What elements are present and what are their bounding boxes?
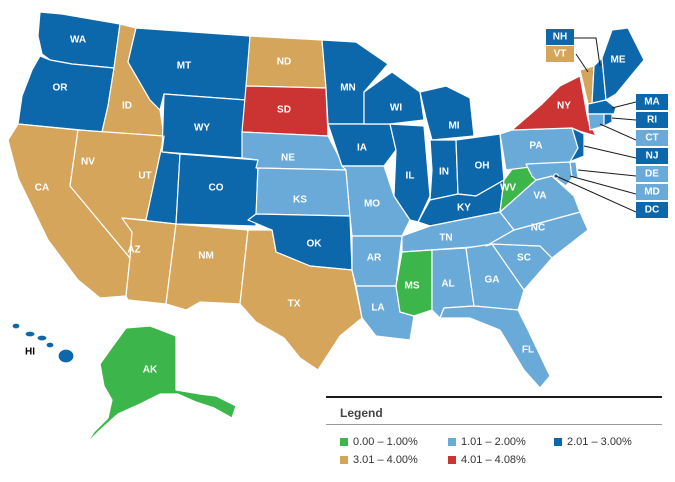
- legend-label-1: 1.01 – 2.00%: [461, 436, 526, 448]
- label-nj: NJ: [646, 151, 659, 162]
- legend-label-3: 3.01 – 4.00%: [353, 454, 418, 466]
- label-id: ID: [122, 101, 132, 112]
- state-ri[interactable]: [603, 113, 613, 127]
- state-ma[interactable]: [587, 99, 617, 115]
- label-ia: IA: [357, 143, 367, 154]
- callout-box-nj: [636, 148, 668, 164]
- label-nd: ND: [277, 57, 291, 68]
- state-mi[interactable]: [419, 85, 475, 141]
- label-in: IN: [439, 167, 449, 178]
- label-ms: MS: [405, 281, 420, 292]
- label-wy: WY: [194, 123, 210, 134]
- state-ks[interactable]: [255, 167, 351, 217]
- legend-divider: [326, 424, 662, 425]
- label-az: AZ: [127, 245, 140, 256]
- legend-label-4: 4.01 – 4.08%: [461, 454, 526, 466]
- label-wi: WI: [390, 103, 402, 114]
- label-ca: CA: [35, 183, 49, 194]
- label-la: LA: [371, 303, 384, 314]
- label-me: ME: [611, 55, 626, 66]
- state-nm[interactable]: [165, 223, 249, 311]
- label-sc: SC: [517, 253, 531, 264]
- label-de: DE: [645, 169, 659, 180]
- callout-box-md: [636, 184, 668, 200]
- label-sd: SD: [277, 105, 291, 116]
- label-wa: WA: [70, 35, 86, 46]
- legend-label-0: 0.00 – 1.00%: [353, 436, 418, 448]
- label-md: MD: [644, 187, 660, 198]
- label-oh: OH: [475, 161, 490, 172]
- label-ak: AK: [143, 365, 158, 376]
- state-fl[interactable]: [439, 305, 551, 389]
- state-or[interactable]: [17, 55, 115, 133]
- label-va: VA: [533, 191, 546, 202]
- state-wi[interactable]: [363, 71, 425, 125]
- label-ok: OK: [307, 239, 323, 250]
- state-md[interactable]: [525, 161, 573, 187]
- label-ks: KS: [293, 195, 307, 206]
- legend-swatch-light-blue: [448, 438, 456, 446]
- legend-title: Legend: [340, 406, 383, 420]
- state-tx[interactable]: [239, 229, 363, 371]
- state-ct[interactable]: [587, 113, 605, 131]
- label-fl: FL: [522, 345, 534, 356]
- label-ny: NY: [557, 101, 571, 112]
- label-nc: NC: [531, 223, 545, 234]
- label-ut: UT: [138, 171, 151, 182]
- label-ga: GA: [485, 275, 500, 286]
- callout-leaders: [555, 37, 637, 213]
- legend-item-3: 3.01 – 4.00%: [340, 454, 418, 466]
- label-mt: MT: [177, 61, 191, 72]
- callout-box-vt: [546, 46, 574, 62]
- legend-swatch-dark-blue: [554, 438, 562, 446]
- callout-box-ma: [636, 94, 668, 110]
- callout-box-ri: [636, 112, 668, 128]
- label-pa: PA: [529, 141, 542, 152]
- legend-item-2: 2.01 – 3.00%: [554, 436, 632, 448]
- state-il[interactable]: [389, 123, 431, 223]
- legend-swatch-gold: [340, 456, 348, 464]
- label-ri: RI: [647, 115, 657, 126]
- label-wv: WV: [500, 183, 516, 194]
- label-ky: KY: [457, 203, 471, 214]
- legend-item-0: 0.00 – 1.00%: [340, 436, 418, 448]
- label-co: CO: [209, 183, 224, 194]
- label-ar: AR: [367, 253, 382, 264]
- callout-box-nh: [546, 29, 574, 45]
- label-il: IL: [406, 171, 415, 182]
- legend-item-1: 1.01 – 2.00%: [448, 436, 526, 448]
- label-nm: NM: [198, 251, 214, 262]
- legend-swatch-green: [340, 438, 348, 446]
- label-mi: MI: [448, 121, 459, 132]
- label-tx: TX: [288, 299, 301, 310]
- state-hi[interactable]: [11, 322, 75, 364]
- legend-label-2: 2.01 – 3.00%: [567, 436, 632, 448]
- label-vt: VT: [554, 49, 567, 60]
- label-tn: TN: [439, 233, 452, 244]
- callout-box-ct: [636, 130, 668, 146]
- label-al: AL: [441, 279, 454, 290]
- legend-item-4: 4.01 – 4.08%: [448, 454, 526, 466]
- state-ak[interactable]: [85, 325, 237, 445]
- callout-box-de: [636, 166, 668, 182]
- label-mn: MN: [340, 83, 356, 94]
- label-ne: NE: [281, 153, 295, 164]
- map-legend: Legend 0.00 – 1.00% 1.01 – 2.00% 2.01 – …: [326, 396, 662, 476]
- label-mo: MO: [364, 199, 380, 210]
- state-co[interactable]: [175, 153, 259, 227]
- label-ct: CT: [645, 133, 658, 144]
- label-hi: HI: [25, 347, 35, 358]
- callout-box-dc: [636, 202, 668, 218]
- label-dc: DC: [645, 205, 659, 216]
- state-nj[interactable]: [569, 127, 585, 163]
- label-nh: NH: [553, 32, 567, 43]
- label-ma: MA: [644, 97, 660, 108]
- state-ne[interactable]: [241, 131, 347, 171]
- label-or: OR: [53, 83, 69, 94]
- legend-swatch-red: [448, 456, 456, 464]
- label-nv: NV: [81, 157, 95, 168]
